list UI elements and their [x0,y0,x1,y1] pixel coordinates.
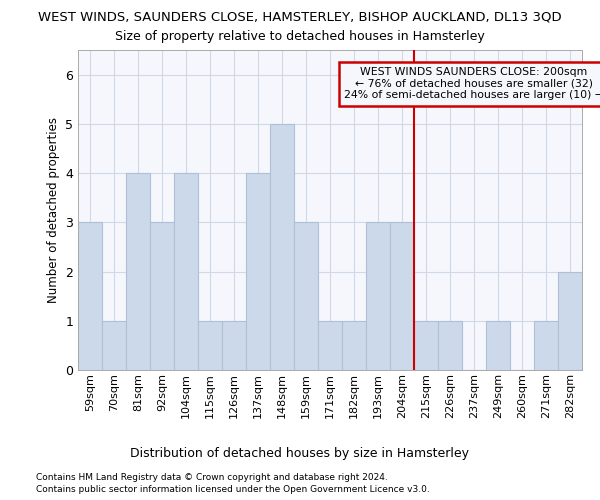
Bar [438,321,462,370]
Bar [246,173,270,370]
Bar [342,321,366,370]
Bar [294,222,318,370]
Bar [366,222,390,370]
Bar [126,173,150,370]
Text: Contains public sector information licensed under the Open Government Licence v3: Contains public sector information licen… [36,485,430,494]
Text: Size of property relative to detached houses in Hamsterley: Size of property relative to detached ho… [115,30,485,43]
Bar [486,321,510,370]
Bar [102,321,126,370]
Bar [222,321,246,370]
Text: Distribution of detached houses by size in Hamsterley: Distribution of detached houses by size … [131,448,470,460]
Y-axis label: Number of detached properties: Number of detached properties [47,117,59,303]
Bar [198,321,222,370]
Bar [534,321,558,370]
Bar [414,321,438,370]
Bar [318,321,342,370]
Bar [390,222,414,370]
Bar [270,124,294,370]
Text: WEST WINDS, SAUNDERS CLOSE, HAMSTERLEY, BISHOP AUCKLAND, DL13 3QD: WEST WINDS, SAUNDERS CLOSE, HAMSTERLEY, … [38,11,562,24]
Bar [78,222,102,370]
Text: Contains HM Land Registry data © Crown copyright and database right 2024.: Contains HM Land Registry data © Crown c… [36,474,388,482]
Bar [174,173,198,370]
Bar [558,272,582,370]
Bar [150,222,174,370]
Text: WEST WINDS SAUNDERS CLOSE: 200sqm
← 76% of detached houses are smaller (32)
24% : WEST WINDS SAUNDERS CLOSE: 200sqm ← 76% … [344,67,600,100]
